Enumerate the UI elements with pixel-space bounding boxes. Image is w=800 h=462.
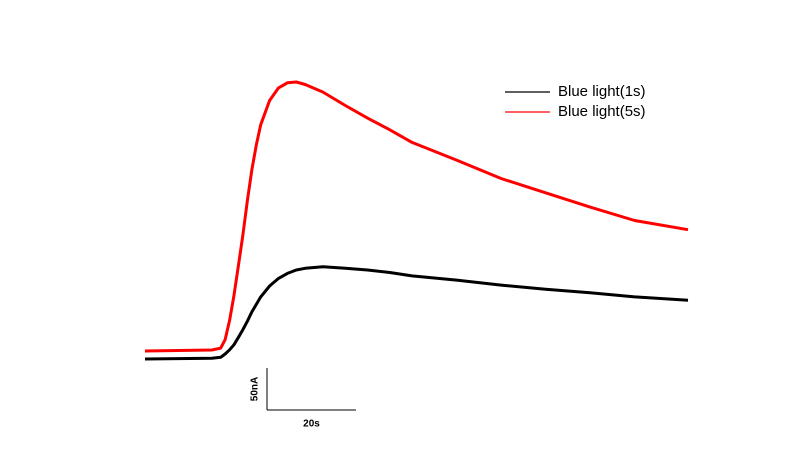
scale-bar-x-label: 20s bbox=[303, 419, 320, 430]
scale-bar-y-label: 50nA bbox=[250, 377, 261, 401]
legend-label: Blue light(5s) bbox=[558, 103, 646, 120]
legend-label: Blue light(1s) bbox=[558, 83, 646, 100]
trace bbox=[144, 80, 689, 353]
trace bbox=[144, 265, 689, 361]
